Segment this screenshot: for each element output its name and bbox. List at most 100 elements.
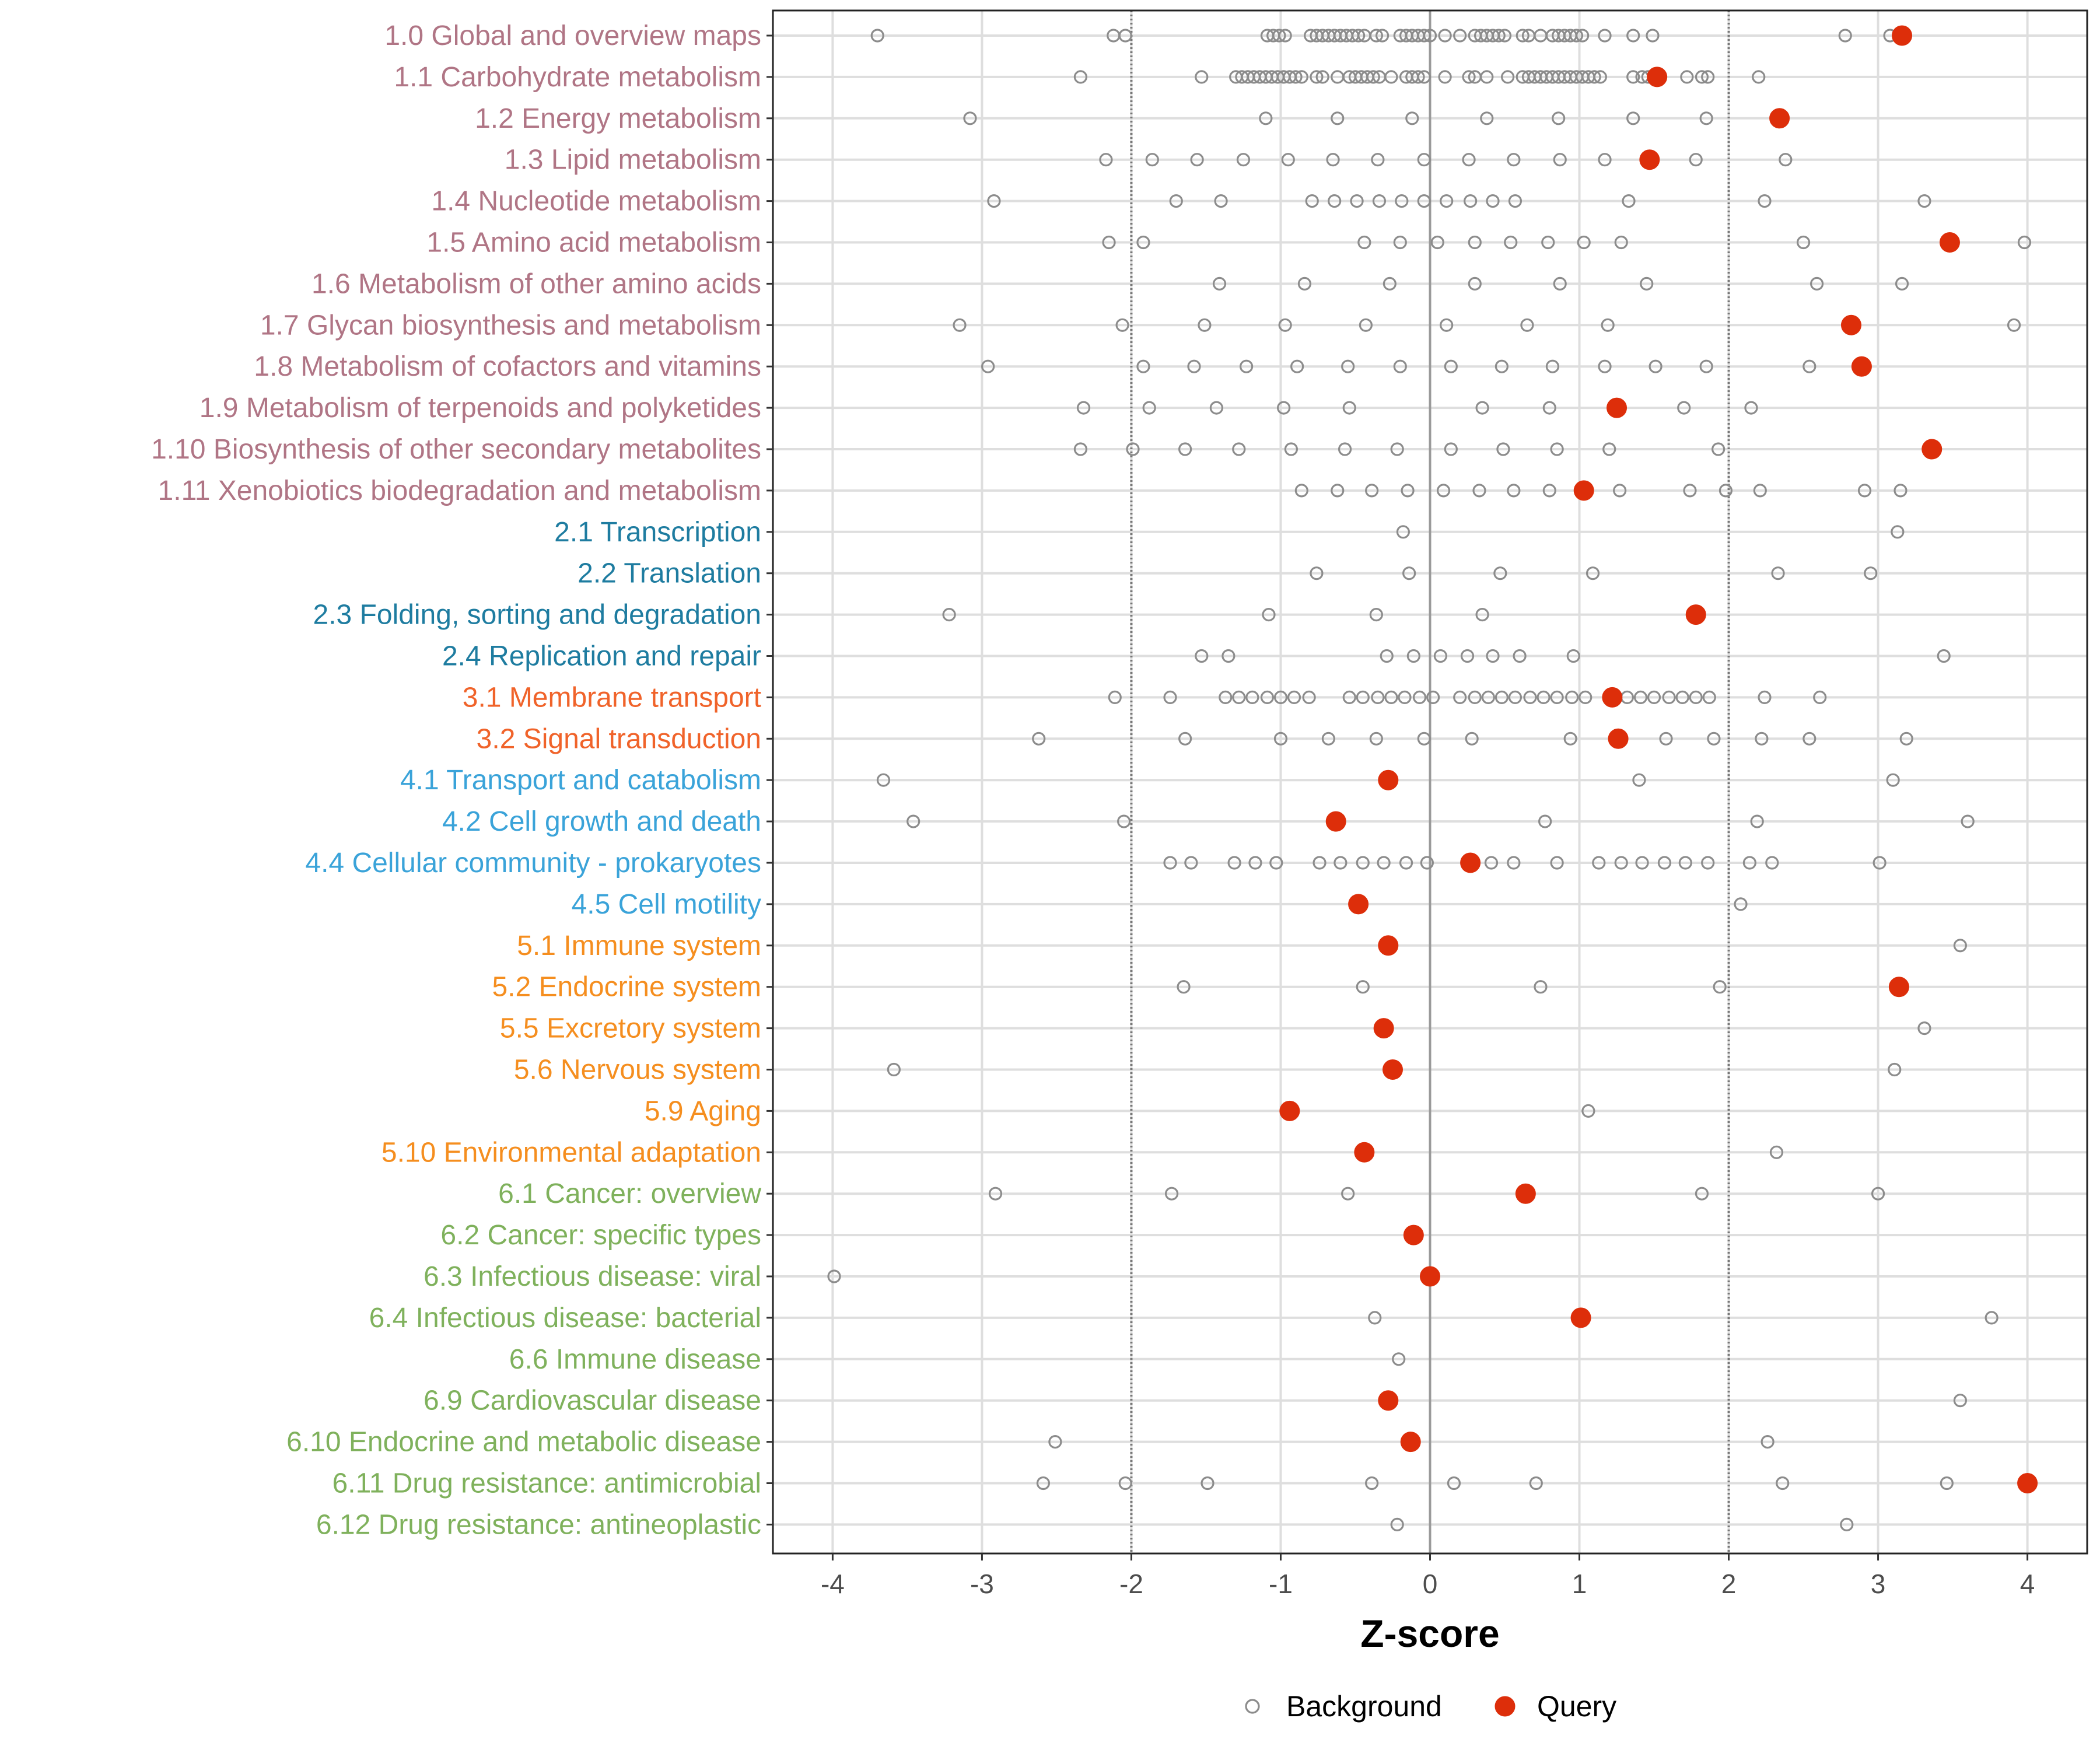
background-point	[1440, 194, 1454, 208]
background-point	[1961, 814, 1975, 828]
y-tick-label: 6.12 Drug resistance: antineoplastic	[316, 1509, 761, 1540]
background-point	[1769, 1145, 1784, 1159]
background-point	[1365, 1476, 1379, 1490]
background-point	[1635, 856, 1649, 870]
background-point	[1534, 980, 1548, 994]
background-point	[1662, 690, 1676, 705]
background-point	[1689, 153, 1703, 167]
background-point	[1873, 856, 1887, 870]
background-point	[1481, 690, 1495, 705]
query-point	[2017, 1473, 2038, 1493]
background-point	[1699, 359, 1713, 373]
background-point	[1236, 153, 1251, 167]
background-point	[942, 607, 956, 622]
background-point	[1269, 856, 1283, 870]
background-point	[1632, 773, 1646, 787]
legend-query-marker	[1494, 1696, 1516, 1717]
background-point	[1163, 856, 1177, 870]
background-point	[1553, 277, 1567, 291]
background-point	[1465, 732, 1479, 746]
query-point	[1851, 356, 1872, 377]
background-point	[1198, 318, 1212, 332]
background-point	[1281, 153, 1295, 167]
background-point	[1331, 111, 1345, 125]
background-point	[1359, 318, 1373, 332]
background-point	[1297, 277, 1312, 291]
y-tick-label: 6.1 Cancer: overview	[498, 1178, 761, 1209]
background-point	[1895, 277, 1909, 291]
background-point	[1536, 690, 1550, 705]
background-point	[1334, 856, 1348, 870]
background-point	[1278, 318, 1292, 332]
y-tick-label: 5.5 Excretory system	[500, 1013, 761, 1044]
background-point	[1433, 649, 1448, 663]
query-point	[1378, 935, 1399, 956]
background-point	[1545, 359, 1560, 373]
query-point	[1420, 1266, 1440, 1287]
background-point	[1209, 401, 1223, 415]
background-point	[1701, 70, 1715, 84]
background-point	[1444, 442, 1458, 456]
y-tick-label: 1.2 Energy metabolism	[475, 103, 761, 134]
background-point	[1411, 70, 1425, 84]
background-point	[1145, 153, 1159, 167]
background-point	[1273, 690, 1288, 705]
background-point	[1614, 235, 1628, 250]
background-point	[1598, 29, 1612, 43]
background-point	[1857, 484, 1872, 498]
y-tick-label: 6.10 Endocrine and metabolic disease	[286, 1427, 761, 1458]
background-point	[1776, 1476, 1790, 1490]
background-point	[1803, 732, 1817, 746]
background-point	[1480, 111, 1494, 125]
background-point	[1417, 153, 1431, 167]
background-point	[1372, 194, 1387, 208]
y-tick-label: 6.2 Cancer: specific types	[440, 1220, 761, 1251]
background-point	[1937, 649, 1951, 663]
x-tick-label: -1	[1269, 1569, 1293, 1599]
background-point	[1315, 70, 1329, 84]
background-point	[1460, 649, 1475, 663]
background-point	[1342, 401, 1356, 415]
x-tick-label: 4	[2020, 1569, 2035, 1599]
background-point	[1695, 1187, 1709, 1201]
background-point	[1699, 111, 1713, 125]
background-point	[1356, 690, 1370, 705]
background-point	[1384, 70, 1398, 84]
background-point	[887, 1062, 901, 1077]
background-point	[1507, 153, 1521, 167]
y-tick-label: 1.5 Amino acid metabolism	[426, 228, 761, 258]
background-point	[1953, 939, 1967, 953]
background-point	[1276, 401, 1291, 415]
background-point	[1342, 690, 1356, 705]
background-point	[1232, 442, 1246, 456]
legend-background-marker	[1245, 1699, 1260, 1714]
background-point	[1115, 318, 1129, 332]
background-point	[1538, 814, 1552, 828]
background-point	[1750, 814, 1764, 828]
background-point	[1214, 194, 1228, 208]
background-point	[1178, 442, 1192, 456]
background-point	[1420, 856, 1434, 870]
background-point	[1497, 29, 1512, 43]
background-point	[1195, 70, 1209, 84]
background-point	[1647, 690, 1661, 705]
legend: Background Query	[1245, 1690, 1616, 1723]
background-point	[1142, 401, 1156, 415]
background-point	[1393, 235, 1407, 250]
background-point	[1677, 401, 1691, 415]
background-point	[1369, 732, 1383, 746]
background-point	[1598, 359, 1612, 373]
background-point	[1356, 856, 1370, 870]
background-point	[1438, 29, 1452, 43]
background-point	[1626, 29, 1640, 43]
x-tick-label: -3	[970, 1569, 994, 1599]
background-point	[1365, 484, 1379, 498]
background-point	[1701, 856, 1715, 870]
background-point	[1707, 732, 1721, 746]
background-point	[1212, 277, 1227, 291]
query-point	[1348, 894, 1369, 915]
background-point	[1578, 690, 1592, 705]
y-tick-label: 1.4 Nucleotide metabolism	[431, 186, 761, 217]
background-point	[1613, 484, 1627, 498]
query-point	[1403, 1224, 1424, 1245]
